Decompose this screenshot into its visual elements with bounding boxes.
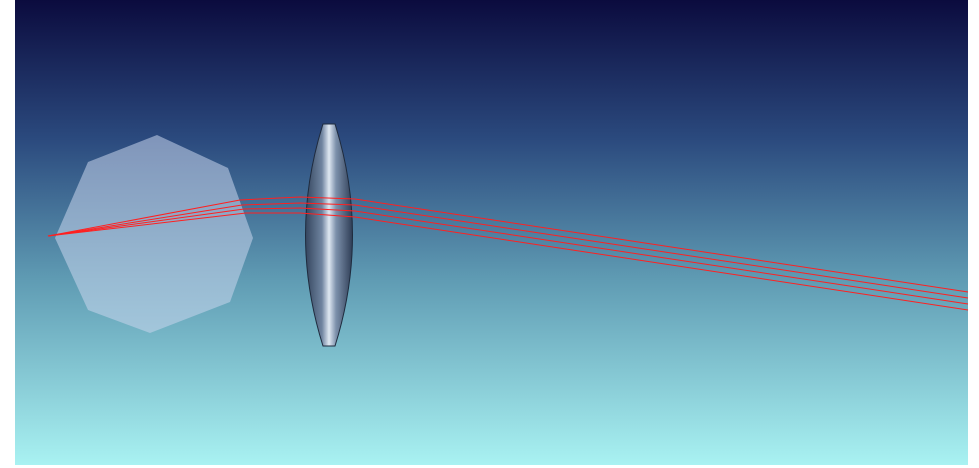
- prism: [55, 135, 253, 333]
- ray: [47, 212, 969, 311]
- ray: [47, 196, 969, 293]
- lens: [305, 123, 353, 347]
- rays: [47, 196, 969, 311]
- ray: [47, 202, 969, 299]
- ray: [47, 207, 969, 305]
